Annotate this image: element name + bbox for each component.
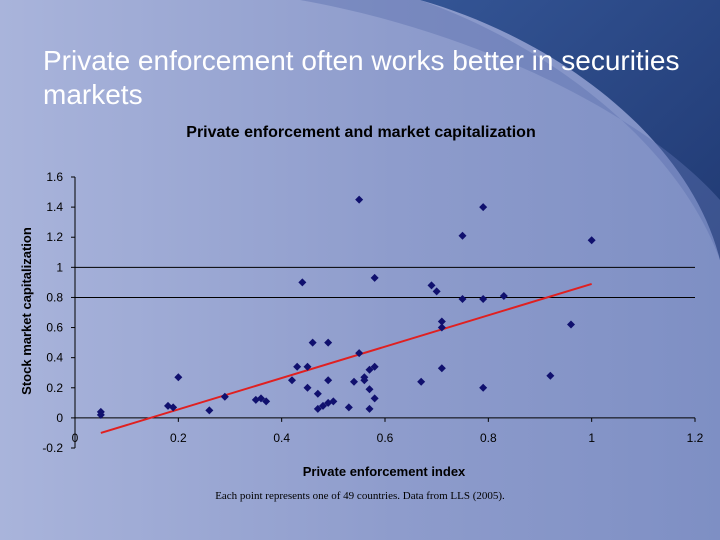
data-point: [220, 392, 229, 401]
data-point: [205, 406, 214, 415]
data-point: [458, 294, 467, 303]
y-tick-label: 0.6: [46, 321, 63, 335]
data-points: [96, 195, 596, 419]
data-point: [437, 317, 446, 326]
data-point: [303, 362, 312, 371]
data-point: [417, 377, 426, 386]
data-point: [313, 389, 322, 398]
data-point: [437, 364, 446, 373]
data-point: [355, 349, 364, 358]
data-point: [479, 383, 488, 392]
y-tick-label: 1.4: [46, 200, 63, 214]
y-tick-label: 1: [56, 260, 63, 274]
x-tick-label: 0.4: [273, 431, 290, 445]
data-point: [293, 362, 302, 371]
x-tick-label: 1: [588, 431, 595, 445]
data-point: [546, 371, 555, 380]
data-point: [432, 287, 441, 296]
x-tick-label: 0: [72, 431, 79, 445]
y-tick-label: -0.2: [42, 441, 63, 455]
x-tick-label: 1.2: [687, 431, 704, 445]
data-point: [96, 407, 105, 416]
data-point: [298, 278, 307, 287]
data-point: [324, 338, 333, 347]
data-point: [288, 376, 296, 385]
data-point: [319, 401, 327, 410]
data-point: [355, 195, 364, 204]
y-tick-label: 0: [56, 411, 63, 425]
data-point: [437, 323, 446, 332]
y-axis-label: Stock market capitalization: [19, 227, 34, 395]
slide-title: Private enforcement often works better i…: [43, 45, 680, 110]
data-point: [365, 385, 374, 394]
data-point: [479, 203, 488, 212]
data-point: [427, 281, 436, 290]
data-point: [350, 377, 358, 386]
data-point: [257, 394, 265, 403]
data-point: [308, 338, 317, 347]
data-point: [344, 403, 353, 412]
chart-axes: [71, 176, 696, 449]
y-tick-label: 1.2: [46, 230, 63, 244]
data-point: [370, 394, 379, 403]
data-point: [313, 404, 322, 413]
data-point: [479, 294, 488, 303]
x-tick-label: 0.2: [170, 431, 187, 445]
data-point: [567, 320, 575, 329]
data-point: [365, 404, 374, 413]
data-point: [587, 236, 596, 245]
x-axis-label: Private enforcement index: [303, 464, 466, 479]
data-point: [499, 291, 508, 300]
y-tick-label: 0.2: [46, 381, 63, 395]
x-tick-label: 0.6: [377, 431, 394, 445]
trendline-group: [100, 282, 592, 434]
data-point: [370, 273, 379, 282]
y-tick-label: 0.4: [46, 351, 63, 365]
data-point: [324, 376, 333, 385]
trendline: [100, 282, 592, 434]
reference-lines: [75, 266, 695, 298]
data-point: [458, 231, 467, 240]
data-point: [303, 383, 312, 392]
y-tick-label: 1.6: [46, 170, 63, 184]
data-point: [370, 362, 379, 371]
tick-labels: -0.2 0 0.2 0.4 0.6 0.8 1 1.2 1.4 1.6 0 0.2 0.4 0.6 0.8…: [42, 170, 703, 455]
y-tick-label: 0.8: [46, 290, 63, 304]
footnote: Each point represents one of 49 countrie…: [215, 490, 505, 502]
data-point: [360, 376, 369, 385]
data-point: [262, 397, 271, 406]
data-point: [169, 403, 178, 412]
x-tick-label: 0.8: [480, 431, 497, 445]
data-point: [329, 397, 338, 406]
data-point: [251, 395, 260, 404]
chart-title: Private enforcement and market capitaliz…: [186, 124, 535, 141]
data-point: [365, 365, 374, 374]
data-point: [174, 373, 183, 382]
